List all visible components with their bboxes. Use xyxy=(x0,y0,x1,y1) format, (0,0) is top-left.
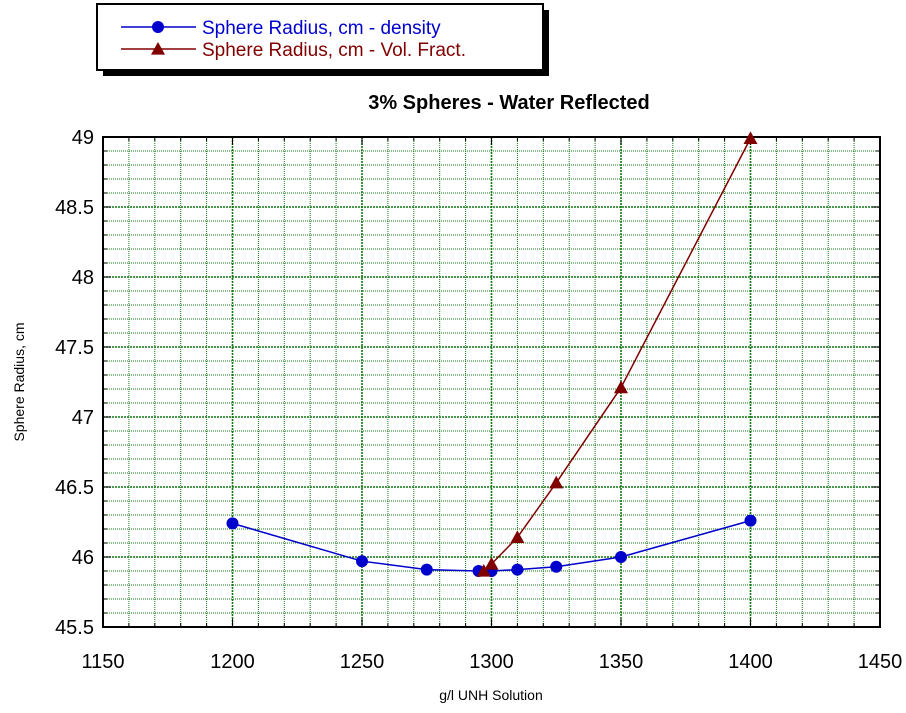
data-point xyxy=(510,530,525,543)
x-tick-label: 1300 xyxy=(469,651,514,673)
data-point xyxy=(550,560,563,573)
x-tick-label: 1450 xyxy=(858,651,903,673)
y-tick-label: 48 xyxy=(72,267,94,289)
x-tick-label: 1150 xyxy=(81,651,124,673)
y-tick-label: 46 xyxy=(72,547,94,569)
x-tick-labels: 1150 1200 1250 1300 1350 1400 1450 xyxy=(81,651,902,673)
data-point xyxy=(615,551,627,563)
chart-title: 3% Spheres - Water Reflected xyxy=(368,92,650,114)
y-tick-label: 46.5 xyxy=(55,477,94,499)
data-point xyxy=(614,380,628,394)
series-layer xyxy=(226,131,758,577)
x-tick-label: 1400 xyxy=(728,651,773,673)
y-tick-label: 47 xyxy=(72,407,94,429)
legend-marker xyxy=(151,42,165,55)
x-tick-label: 1250 xyxy=(340,651,385,673)
y-tick-label: 48.5 xyxy=(55,197,94,219)
data-point xyxy=(356,555,368,568)
legend-marker xyxy=(152,21,164,33)
data-point xyxy=(511,563,524,576)
y-tick-labels: 45.5 46 46.5 47 47.5 48 48.5 49 xyxy=(55,127,94,639)
data-point xyxy=(476,564,491,577)
legend-box xyxy=(96,3,544,71)
data-point xyxy=(420,563,433,576)
series-2 xyxy=(476,131,758,577)
data-point xyxy=(226,517,239,530)
y-axis-title: Sphere Radius, cm xyxy=(11,322,27,441)
x-tick-label: 1200 xyxy=(210,651,255,673)
legend-label: Sphere Radius, cm - density xyxy=(202,18,441,39)
data-point xyxy=(549,475,564,489)
x-axis-title: g/l UNH Solution xyxy=(439,687,543,703)
y-tick-label: 47.5 xyxy=(55,337,94,359)
legend-label: Sphere Radius, cm - Vol. Fract. xyxy=(202,40,466,61)
axis-ticks xyxy=(102,136,881,628)
y-tick-label: 49 xyxy=(72,127,94,149)
legend-entry-1: Sphere Radius, cm - density xyxy=(121,18,441,39)
y-tick-label: 45.5 xyxy=(55,617,94,639)
data-point xyxy=(744,514,757,527)
x-tick-label: 1350 xyxy=(599,651,644,673)
data-point xyxy=(743,131,758,144)
legend-entry-2: Sphere Radius, cm - Vol. Fract. xyxy=(121,40,466,61)
data-point xyxy=(484,557,499,570)
plot-area xyxy=(102,131,881,628)
